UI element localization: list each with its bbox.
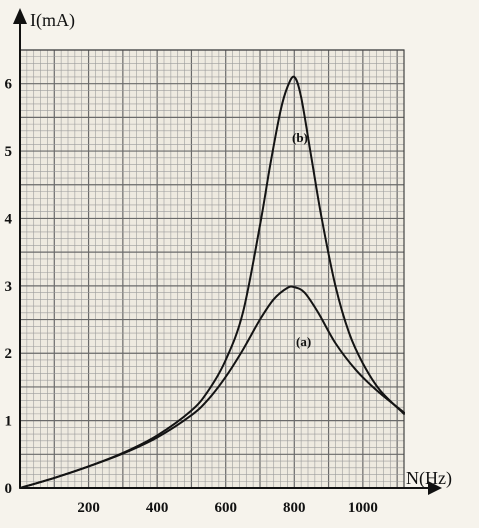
- y-tick-label: 6: [5, 77, 13, 93]
- y-tick-label: 1: [5, 414, 13, 430]
- y-tick-label: 3: [5, 279, 13, 295]
- y-tick-label: 4: [5, 211, 13, 227]
- series-layer: [19, 75, 405, 489]
- series-a-label: (a): [296, 334, 311, 349]
- x-tick-label: 200: [77, 500, 100, 516]
- x-tick-label: 400: [146, 500, 169, 516]
- y-axis-label: I(mA): [30, 10, 75, 31]
- series-b-label: (b): [292, 130, 308, 145]
- x-axis-arrow-icon: [428, 481, 442, 495]
- series-a-curve: [19, 285, 405, 489]
- x-tick-label: 600: [214, 500, 237, 516]
- y-tick-label: 2: [5, 346, 13, 362]
- x-axis-label: N(Hz): [406, 468, 452, 489]
- axes: [13, 8, 442, 495]
- series-b-curve: [19, 75, 405, 489]
- x-tick-label: 800: [283, 500, 306, 516]
- tick-labels: 200 400 600 800 1000 0 1 2 3 4 5 6: [5, 77, 378, 516]
- y-tick-label: 0: [5, 481, 13, 497]
- y-axis-arrow-icon: [13, 8, 27, 24]
- y-tick-label: 5: [5, 144, 13, 160]
- x-tick-label: 1000: [348, 500, 378, 516]
